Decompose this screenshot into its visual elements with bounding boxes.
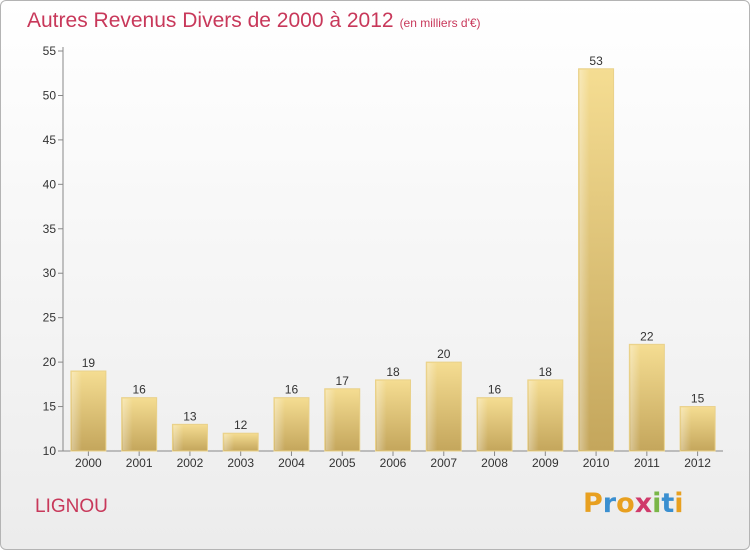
x-tick-label: 2002 — [177, 456, 204, 470]
x-tick-label: 2004 — [278, 456, 305, 470]
bar-highlight — [325, 389, 336, 450]
bar-highlight — [224, 434, 235, 450]
bar-value-label: 19 — [82, 356, 96, 370]
logo-letter: i — [652, 488, 662, 519]
y-tick-label: 50 — [43, 88, 57, 102]
proxiti-logo[interactable]: Proxiti — [583, 488, 684, 519]
x-tick-label: 2009 — [532, 456, 559, 470]
x-tick-label: 2011 — [634, 456, 660, 470]
bar-highlight — [274, 398, 285, 450]
bar-highlight — [173, 425, 184, 450]
y-tick-label: 45 — [43, 133, 57, 147]
bar-highlight — [376, 380, 387, 450]
bar-value-label: 16 — [132, 383, 146, 397]
chart-subtitle: (en milliers d'€) — [399, 16, 481, 30]
y-tick-label: 30 — [43, 266, 57, 280]
x-tick-label: 2006 — [380, 456, 407, 470]
y-tick-label: 20 — [43, 355, 57, 369]
y-tick-label: 15 — [43, 400, 57, 414]
bar-value-label: 53 — [589, 54, 603, 68]
chart-title: Autres Revenus Divers de 2000 à 2012 (en … — [27, 9, 481, 33]
x-tick-label: 2000 — [75, 456, 102, 470]
logo-letter: o — [616, 488, 635, 519]
bar-highlight — [528, 380, 539, 450]
bar-value-label: 15 — [691, 392, 705, 406]
bar-value-label: 18 — [386, 365, 400, 379]
x-tick-label: 2005 — [329, 456, 356, 470]
bar-highlight — [122, 398, 133, 450]
y-tick-label: 10 — [43, 444, 57, 458]
bar-value-label: 16 — [488, 383, 502, 397]
bar-value-label: 13 — [183, 409, 197, 423]
chart-bars — [70, 68, 716, 452]
bar-highlight — [630, 345, 641, 450]
bar-value-label: 12 — [234, 418, 248, 432]
y-tick-label: 40 — [43, 177, 57, 191]
logo-letter: P — [583, 488, 603, 519]
bar-highlight — [478, 398, 489, 450]
y-tick-label: 25 — [43, 311, 57, 325]
bar-value-label: 17 — [336, 374, 350, 388]
bar-value-label: 20 — [437, 347, 451, 361]
bar-highlight — [427, 363, 438, 450]
logo-letter: i — [674, 488, 684, 519]
bar-highlight — [681, 407, 692, 450]
x-tick-label: 2001 — [126, 456, 153, 470]
y-tick-label: 55 — [43, 44, 57, 58]
commune-name: LIGNOU — [35, 496, 108, 517]
bar-value-label: 22 — [640, 329, 654, 343]
x-tick-label: 2012 — [684, 456, 711, 470]
x-tick-label: 2010 — [583, 456, 610, 470]
bar-value-label: 18 — [539, 365, 553, 379]
chart-labels: 10 15 20 25 30 35 40 45 50 55 19 2000 16 2001 13 2002 12… — [43, 44, 712, 470]
x-tick-label: 2003 — [227, 456, 254, 470]
x-tick-label: 2008 — [481, 456, 508, 470]
logo-letter: t — [661, 488, 675, 519]
bar-value-label: 16 — [285, 383, 299, 397]
y-tick-label: 35 — [43, 222, 57, 236]
bar-highlight — [71, 372, 82, 450]
x-tick-label: 2007 — [430, 456, 457, 470]
logo-letter: r — [602, 488, 617, 519]
logo-letter: x — [634, 488, 653, 519]
chart-title-text: Autres Revenus Divers de 2000 à 2012 — [27, 9, 394, 32]
bar-highlight — [579, 69, 590, 451]
